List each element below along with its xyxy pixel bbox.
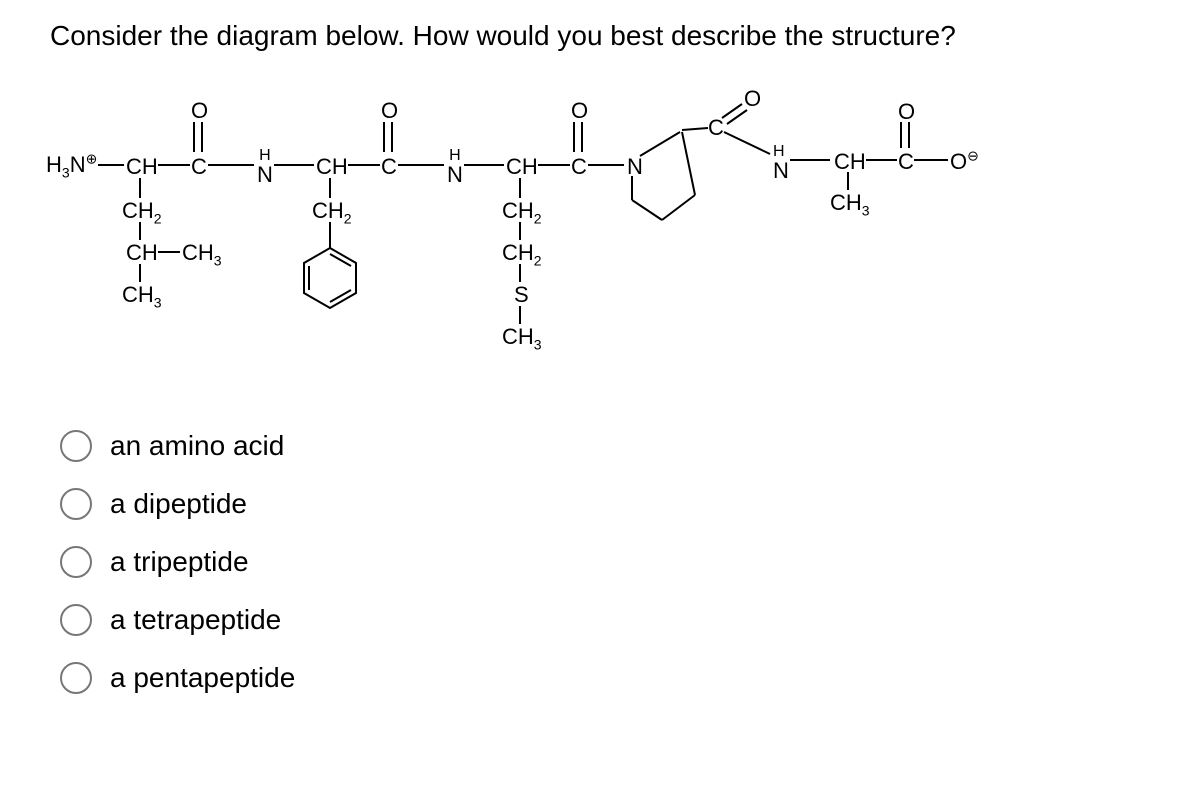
atom-o: O [744,88,761,110]
option-label: a tripeptide [110,546,249,578]
radio-icon[interactable] [60,662,92,694]
atom-o: O [898,101,915,123]
atom-h3n: H3N⊕ [46,154,97,176]
atom-ch2: CH2 [502,242,542,264]
option-label: an amino acid [110,430,284,462]
atom-ch3: CH3 [122,284,162,306]
atom-ch2: CH2 [502,200,542,222]
atom-n: HN [773,144,789,182]
option-dipeptide[interactable]: a dipeptide [60,488,295,520]
radio-icon[interactable] [60,430,92,462]
atom-n: N [627,156,643,178]
atom-o-minus: O⊖ [950,151,979,173]
option-tripeptide[interactable]: a tripeptide [60,546,295,578]
atom-ch3: CH3 [182,242,222,264]
radio-icon[interactable] [60,604,92,636]
atom-n: HN [447,148,463,186]
question-text: Consider the diagram below. How would yo… [50,20,956,52]
option-label: a dipeptide [110,488,247,520]
atom-o: O [381,100,398,122]
answer-options: an amino acid a dipeptide a tripeptide a… [60,430,295,720]
option-pentapeptide[interactable]: a pentapeptide [60,662,295,694]
atom-ch: CH [126,242,158,264]
atom-ch: CH [834,151,866,173]
atom-ch3: CH3 [830,192,870,214]
atom-ch: CH [126,156,158,178]
atom-ch2: CH2 [122,200,162,222]
atom-s: S [514,284,529,306]
atom-o: O [191,100,208,122]
atom-n: HN [257,148,273,186]
atom-ch: CH [506,156,538,178]
atom-c: C [898,151,914,173]
option-tetrapeptide[interactable]: a tetrapeptide [60,604,295,636]
atom-ch2: CH2 [312,200,352,222]
radio-icon[interactable] [60,488,92,520]
atom-o: O [571,100,588,122]
option-label: a tetrapeptide [110,604,281,636]
option-amino-acid[interactable]: an amino acid [60,430,295,462]
atom-ch: CH [316,156,348,178]
option-label: a pentapeptide [110,662,295,694]
chemical-structure-diagram: H3N⊕ CH C O HN CH C O HN CH C O N C O HN… [40,90,1040,370]
atom-c: C [571,156,587,178]
atom-c: C [191,156,207,178]
atom-ch3: CH3 [502,326,542,348]
atom-c: C [708,117,724,139]
radio-icon[interactable] [60,546,92,578]
atom-c: C [381,156,397,178]
